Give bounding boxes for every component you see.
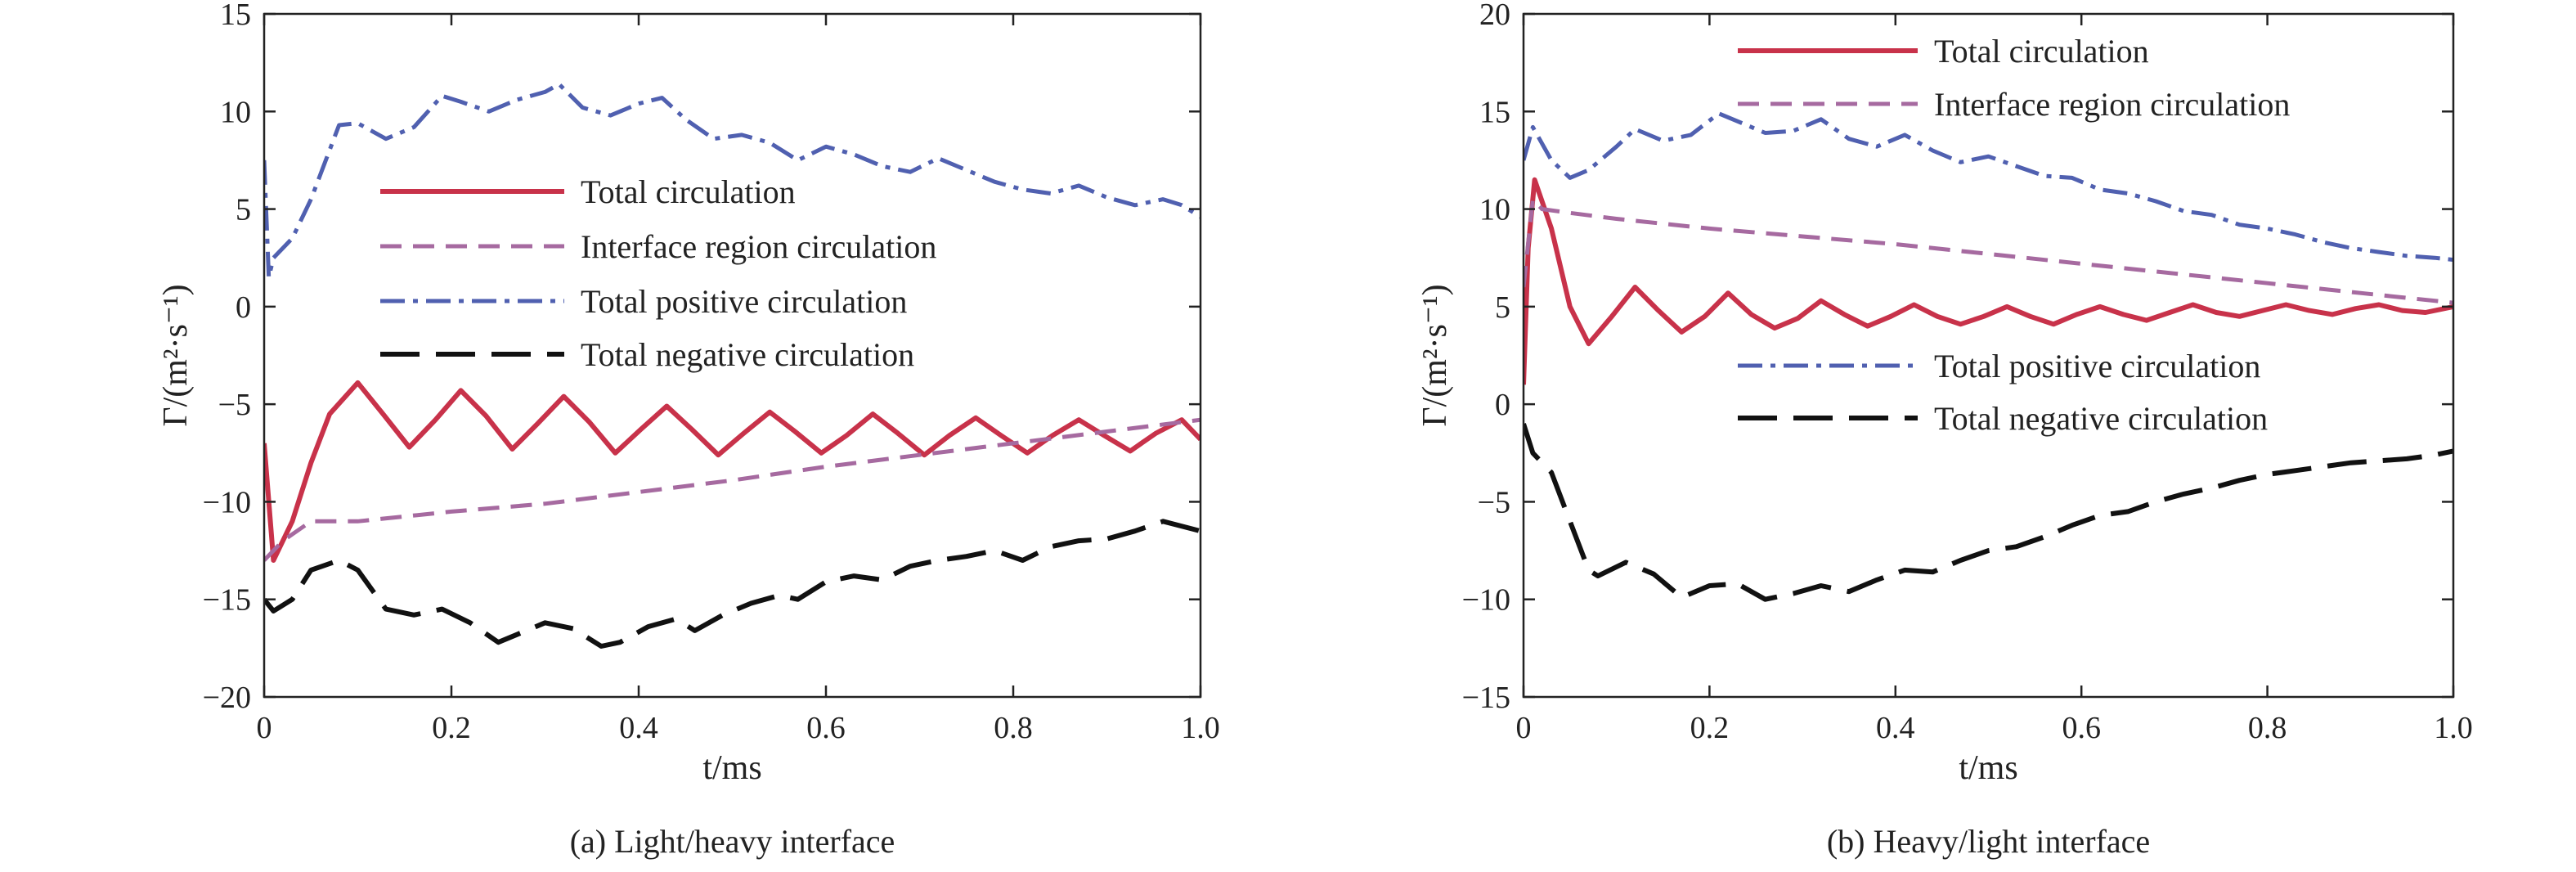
y-tick-label-b-4: 0 xyxy=(1495,388,1510,422)
legend-label-a-3: Total negative circulation xyxy=(581,336,914,373)
series-line-a-0 xyxy=(264,380,1200,563)
legend-label-b-2: Total positive circulation xyxy=(1934,348,2260,384)
y-tick-label-b-2: 10 xyxy=(1479,193,1510,227)
legend-label-b-0: Total circulation xyxy=(1934,33,2149,70)
y-tick-label-a-3: 0 xyxy=(236,290,251,325)
series-line-b-0 xyxy=(1524,177,2453,385)
x-tick-label-a-4: 0.8 xyxy=(994,711,1033,745)
x-tick-label-a-3: 0.6 xyxy=(806,711,846,745)
y-tick-label-a-0: 15 xyxy=(220,0,251,32)
y-axis-title-a: Γ/(m²·s⁻¹) xyxy=(157,284,195,426)
y-tick-label-b-3: 5 xyxy=(1495,290,1510,325)
x-tick-label-b-3: 0.6 xyxy=(2062,711,2101,745)
series-line-a-3 xyxy=(264,519,1200,649)
y-tick-label-a-4: −5 xyxy=(218,388,251,422)
x-tick-label-a-2: 0.4 xyxy=(619,711,658,745)
series-line-a-2 xyxy=(264,82,1200,280)
chart-panel-a: 0 0.2 0.4 0.6 0.8 1.0 15 10 5 0 −5 −10 −15 −20 t/ms Γ/(… xyxy=(157,0,1220,860)
y-tick-label-a-2: 5 xyxy=(236,193,251,227)
legend-label-b-1: Interface region circulation xyxy=(1934,86,2290,123)
series-line-b-2 xyxy=(1524,111,2453,263)
legend-label-a-2: Total positive circulation xyxy=(581,283,907,320)
x-tick-label-b-4: 0.8 xyxy=(2248,711,2287,745)
plot-frame-b xyxy=(1522,12,2455,699)
y-tick-label-b-0: 20 xyxy=(1479,0,1510,32)
chart-panel-b: 0 0.2 0.4 0.6 0.8 1.0 20 15 10 5 0 −5 −10 −15 t/ms Γ/(m… xyxy=(1416,0,2473,860)
plot-frame-a xyxy=(263,12,1202,699)
x-tick-label-b-5: 1.0 xyxy=(2434,711,2473,745)
y-tick-label-a-6: −15 xyxy=(203,583,251,618)
series-line-b-3 xyxy=(1524,423,2453,602)
y-tick-label-a-7: −20 xyxy=(203,681,251,715)
x-tick-label-a-1: 0.2 xyxy=(432,711,471,745)
series-line-b-1 xyxy=(1524,197,2453,305)
x-tick-label-b-2: 0.4 xyxy=(1876,711,1915,745)
y-tick-label-a-1: 10 xyxy=(220,95,251,129)
x-axis-title-a: t/ms xyxy=(702,749,761,787)
x-axis-title-b: t/ms xyxy=(1959,749,2017,787)
legend-label-b-3: Total negative circulation xyxy=(1934,400,2268,437)
caption-b: (b) Heavy/light interface xyxy=(1827,823,2150,860)
y-tick-label-b-7: −15 xyxy=(1462,681,1510,715)
y-tick-label-b-5: −5 xyxy=(1478,485,1510,519)
y-tick-label-a-5: −10 xyxy=(203,485,251,519)
y-tick-label-b-6: −10 xyxy=(1462,583,1510,618)
x-tick-label-b-0: 0 xyxy=(1516,711,1532,745)
legend-label-a-1: Interface region circulation xyxy=(581,228,936,265)
caption-a: (a) Light/heavy interface xyxy=(570,823,895,860)
legend-label-a-0: Total circulation xyxy=(581,173,796,210)
y-axis-title-b: Γ/(m²·s⁻¹) xyxy=(1416,284,1454,426)
series-line-a-1 xyxy=(264,417,1200,562)
x-tick-label-b-1: 0.2 xyxy=(1690,711,1730,745)
x-tick-label-a-5: 1.0 xyxy=(1181,711,1220,745)
y-tick-label-b-1: 15 xyxy=(1479,95,1510,129)
x-tick-label-a-0: 0 xyxy=(257,711,272,745)
